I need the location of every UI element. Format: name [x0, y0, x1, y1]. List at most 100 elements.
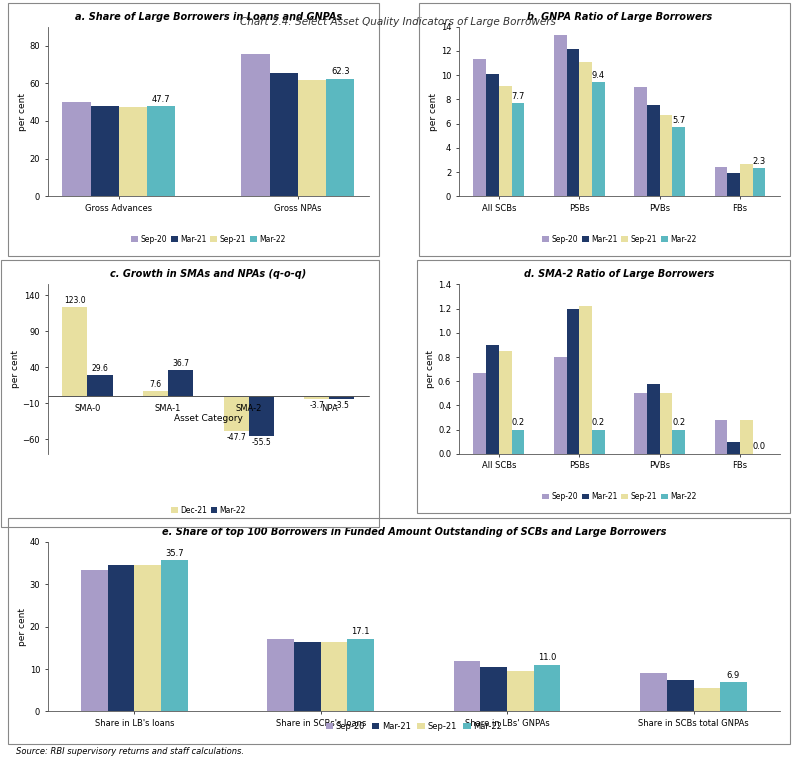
- Bar: [720, 682, 747, 711]
- Text: 35.7: 35.7: [165, 549, 184, 558]
- Bar: [474, 60, 486, 197]
- Text: 7.6: 7.6: [150, 379, 162, 389]
- Bar: [298, 80, 326, 197]
- Bar: [592, 430, 605, 454]
- Bar: [634, 393, 647, 454]
- Title: d. SMA-2 Ratio of Large Borrowers: d. SMA-2 Ratio of Large Borrowers: [525, 269, 715, 279]
- Bar: [168, 369, 193, 396]
- Text: 0.2: 0.2: [511, 418, 525, 427]
- Bar: [224, 396, 248, 431]
- Bar: [81, 569, 107, 711]
- Bar: [660, 393, 673, 454]
- Text: 6.9: 6.9: [727, 671, 740, 679]
- Text: 17.1: 17.1: [351, 627, 370, 636]
- Bar: [512, 103, 525, 197]
- Text: 0.0: 0.0: [752, 442, 766, 451]
- Legend: Sep-20, Mar-21, Sep-21, Mar-22: Sep-20, Mar-21, Sep-21, Mar-22: [540, 232, 700, 246]
- Bar: [454, 661, 481, 711]
- Bar: [647, 383, 660, 454]
- Bar: [499, 351, 512, 454]
- Legend: Sep-20, Mar-21, Sep-21, Mar-22: Sep-20, Mar-21, Sep-21, Mar-22: [128, 232, 288, 246]
- Bar: [592, 83, 605, 197]
- Text: 9.4: 9.4: [591, 71, 605, 80]
- Bar: [579, 62, 592, 197]
- Bar: [567, 308, 579, 454]
- Bar: [135, 565, 161, 711]
- Text: 0.2: 0.2: [591, 418, 605, 427]
- Y-axis label: per cent: per cent: [18, 607, 27, 646]
- Bar: [667, 679, 693, 711]
- Legend: Sep-20, Mar-21, Sep-21, Mar-22: Sep-20, Mar-21, Sep-21, Mar-22: [322, 719, 505, 734]
- Bar: [554, 35, 567, 197]
- Bar: [647, 106, 660, 197]
- Bar: [693, 688, 720, 711]
- Bar: [143, 391, 168, 396]
- Bar: [326, 79, 354, 197]
- Bar: [62, 308, 88, 396]
- Bar: [660, 116, 673, 197]
- Text: 36.7: 36.7: [172, 359, 189, 367]
- Text: 0.2: 0.2: [672, 418, 685, 427]
- Bar: [119, 107, 147, 197]
- Bar: [740, 420, 753, 454]
- Bar: [294, 642, 321, 711]
- Bar: [728, 441, 740, 454]
- Text: 29.6: 29.6: [92, 363, 108, 373]
- Text: 123.0: 123.0: [64, 296, 86, 305]
- Bar: [715, 420, 728, 454]
- Bar: [321, 642, 347, 711]
- Bar: [481, 667, 507, 711]
- Bar: [640, 673, 667, 711]
- Text: -3.5: -3.5: [334, 401, 349, 410]
- Text: 62.3: 62.3: [331, 67, 349, 76]
- Legend: Dec-21, Mar-22: Dec-21, Mar-22: [168, 503, 249, 518]
- Bar: [579, 306, 592, 454]
- Bar: [91, 106, 119, 197]
- Y-axis label: per cent: per cent: [426, 350, 435, 388]
- Bar: [507, 671, 534, 711]
- Bar: [62, 102, 91, 197]
- Y-axis label: per cent: per cent: [18, 93, 27, 131]
- Bar: [567, 48, 579, 197]
- Text: 2.3: 2.3: [752, 157, 766, 166]
- Text: Chart 2.4: Select Asset Quality Indicators of Large Borrowers: Chart 2.4: Select Asset Quality Indicato…: [240, 17, 556, 27]
- Bar: [499, 86, 512, 197]
- Bar: [740, 164, 753, 197]
- Text: Source: RBI supervisory returns and staff calculations.: Source: RBI supervisory returns and staf…: [16, 747, 244, 756]
- Title: c. Growth in SMAs and NPAs (q-o-q): c. Growth in SMAs and NPAs (q-o-q): [110, 269, 306, 279]
- Bar: [267, 640, 294, 711]
- Bar: [634, 87, 647, 197]
- Y-axis label: per cent: per cent: [429, 93, 438, 131]
- Bar: [728, 173, 740, 197]
- Bar: [161, 560, 188, 711]
- Bar: [347, 639, 374, 711]
- Bar: [248, 396, 274, 436]
- Bar: [753, 168, 766, 197]
- Text: -55.5: -55.5: [252, 438, 271, 448]
- Text: -3.7: -3.7: [310, 401, 324, 410]
- Bar: [486, 345, 499, 454]
- Bar: [486, 74, 499, 197]
- Bar: [673, 430, 685, 454]
- Text: 5.7: 5.7: [672, 116, 685, 125]
- Bar: [673, 127, 685, 197]
- Bar: [715, 168, 728, 197]
- Bar: [474, 373, 486, 454]
- Bar: [107, 565, 135, 711]
- Bar: [147, 106, 175, 197]
- Bar: [554, 357, 567, 454]
- Y-axis label: per cent: per cent: [10, 350, 20, 388]
- Text: -47.7: -47.7: [226, 433, 246, 441]
- Bar: [241, 54, 270, 197]
- Title: b. GNPA Ratio of Large Borrowers: b. GNPA Ratio of Large Borrowers: [527, 11, 712, 22]
- X-axis label: Asset Category: Asset Category: [174, 414, 243, 423]
- Text: 11.0: 11.0: [538, 653, 556, 662]
- Bar: [304, 396, 330, 399]
- Bar: [270, 73, 298, 197]
- Bar: [88, 375, 112, 396]
- Text: 7.7: 7.7: [511, 92, 525, 101]
- Bar: [512, 430, 525, 454]
- Title: e. Share of top 100 Borrowers in Funded Amount Outstanding of SCBs and Large Bor: e. Share of top 100 Borrowers in Funded …: [162, 527, 666, 537]
- Text: 47.7: 47.7: [152, 95, 170, 103]
- Title: a. Share of Large Borrowers in Loans and GNPAs: a. Share of Large Borrowers in Loans and…: [75, 11, 342, 22]
